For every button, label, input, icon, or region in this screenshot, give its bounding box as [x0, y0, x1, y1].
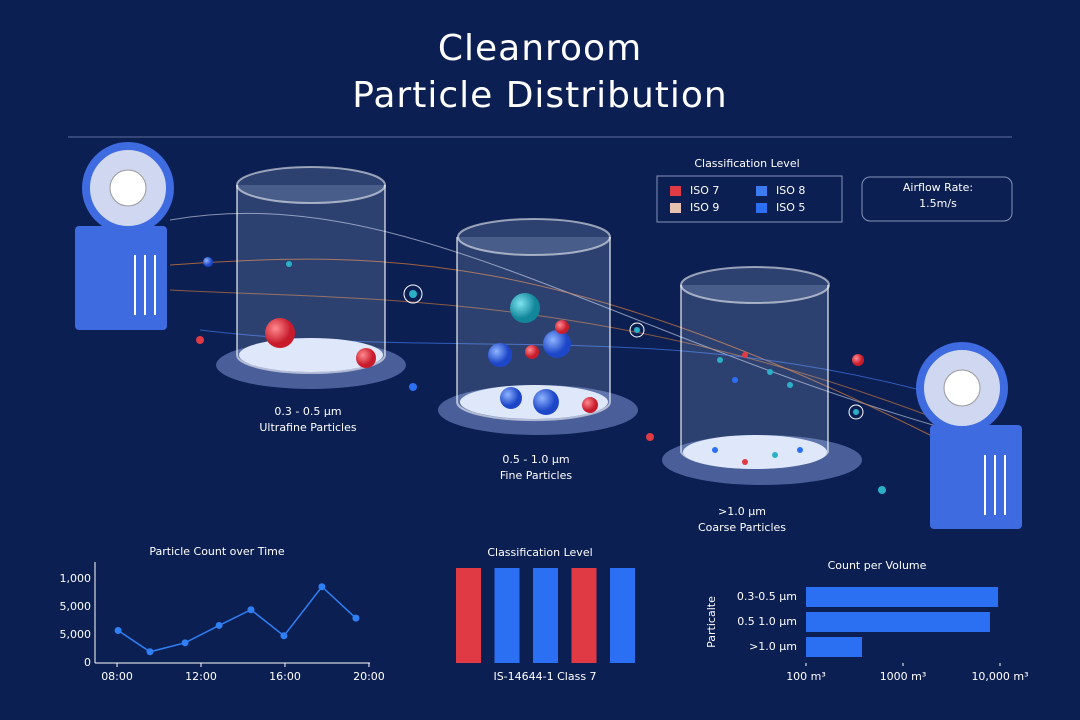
x-tick-label: 08:00 — [101, 670, 133, 683]
chart-title: Count per Volume — [828, 559, 927, 572]
y-tick-label: 5,000 — [60, 600, 92, 613]
chart-title: Classification Level — [487, 546, 592, 559]
point — [215, 621, 223, 629]
legend-title: Classification Level — [694, 157, 799, 170]
airflow-label: Airflow Rate: — [903, 181, 973, 194]
bar — [533, 568, 558, 663]
x-tick-label: 1000 m³ — [880, 670, 927, 683]
legend-swatch — [756, 186, 767, 196]
chamber-name: Ultrafine Particles — [259, 421, 356, 434]
title: Particle Distribution — [352, 75, 727, 116]
y-axis-label: Particalte — [705, 596, 718, 648]
y-tick-label: >1.0 µm — [749, 640, 797, 653]
line — [117, 585, 357, 653]
chamber-1 — [216, 166, 406, 389]
point — [352, 614, 360, 622]
fan-right — [916, 342, 1022, 529]
illustration — [169, 212, 951, 441]
point — [318, 583, 326, 591]
x-tick-label: 20:00 — [353, 670, 385, 683]
chamber-name: Fine Particles — [500, 469, 572, 482]
legend-label: ISO 7 — [690, 184, 719, 197]
x-tick-label: 16:00 — [269, 670, 301, 683]
chamber-size: >1.0 µm — [718, 505, 766, 518]
point — [114, 626, 122, 634]
chamber-labels: 0.3 - 0.5 µm Ultrafine Particles 0.5 - 1… — [259, 405, 786, 534]
legend-swatch — [670, 186, 681, 196]
x-tick-label: 10,000 m³ — [971, 670, 1028, 683]
bar — [806, 612, 990, 632]
point — [280, 632, 288, 640]
x-axis-label: IS-14644-1 Class 7 — [493, 670, 596, 683]
airflow-box — [861, 176, 1013, 222]
y-tick-label: 1,000 — [60, 572, 92, 585]
bar — [610, 568, 635, 663]
airflow-value: 1.5m/s — [919, 197, 957, 210]
legend-label: ISO 8 — [776, 184, 805, 197]
y-tick-label: 0.3-0.5 µm — [737, 590, 797, 603]
chamber-name: Coarse Particles — [698, 521, 786, 534]
y-tick-label: 0 — [84, 656, 91, 669]
point — [146, 648, 154, 656]
x-tick-label: 12:00 — [185, 670, 217, 683]
title: Cleanroom — [438, 28, 642, 69]
legend: ISO 7 ISO 8 ISO 9 ISO 5 — [670, 184, 805, 214]
point — [181, 639, 189, 647]
bar — [806, 637, 863, 657]
chamber-2 — [438, 218, 638, 435]
bar — [456, 568, 481, 663]
floating-particles — [196, 257, 886, 494]
legend-box — [656, 175, 843, 223]
legend-label: ISO 5 — [776, 201, 805, 214]
chart-title: Particle Count over Time — [149, 545, 284, 558]
legend-label: ISO 9 — [690, 201, 719, 214]
bar — [494, 568, 520, 663]
legend-swatch — [756, 203, 767, 213]
bar — [571, 568, 597, 663]
point — [247, 606, 255, 614]
fan-left — [75, 142, 174, 330]
y-tick-label: 0.5 1.0 µm — [737, 615, 797, 628]
chamber-3 — [662, 266, 862, 485]
y-tick-label: 5,000 — [60, 628, 92, 641]
x-tick-label: 100 m³ — [786, 670, 826, 683]
chamber-size: 0.5 - 1.0 µm — [502, 453, 569, 466]
chamber-size: 0.3 - 0.5 µm — [274, 405, 341, 418]
legend-swatch — [670, 203, 681, 213]
bar — [806, 587, 999, 607]
